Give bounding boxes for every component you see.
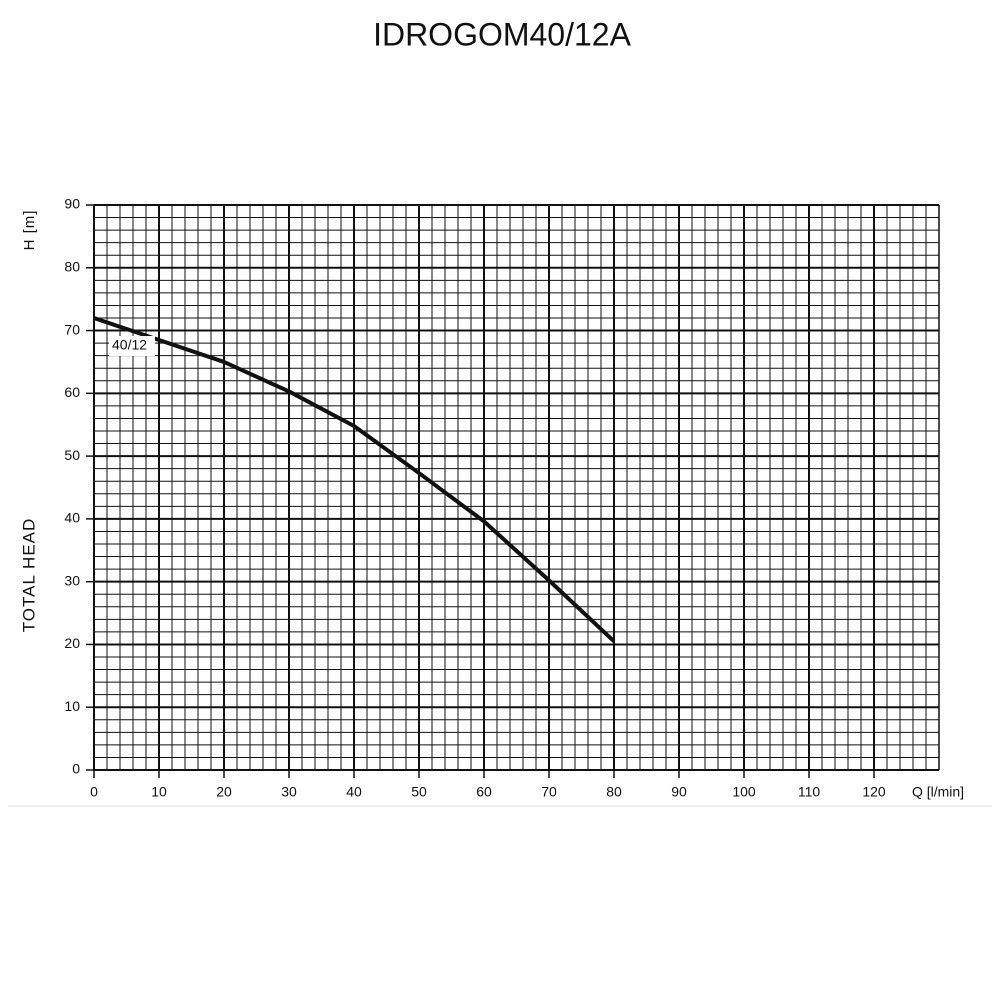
y-axis-label: TOTAL HEAD — [19, 518, 38, 633]
x-tick-label: 50 — [411, 784, 427, 800]
y-tick-label: 50 — [64, 447, 80, 463]
x-tick-label: 100 — [732, 784, 756, 800]
y-tick-label: 10 — [64, 698, 80, 714]
y-tick-label: 20 — [64, 635, 80, 651]
y-tick-label: 90 — [64, 196, 80, 212]
x-tick-label: 70 — [541, 784, 557, 800]
y-tick-label: 80 — [64, 258, 80, 274]
plot-area: 0 10 20 30 40 50 60 70 80 90 100 110 120 0 10 20 30 40 50 6… — [64, 196, 940, 800]
pump-curve — [93, 316, 616, 643]
x-tick-label: 30 — [281, 784, 297, 800]
curve-label-bg — [109, 336, 155, 356]
y-tick-label: 70 — [64, 321, 80, 337]
x-tick-label: 110 — [798, 784, 821, 800]
x-tick-label: 0 — [90, 784, 98, 800]
y-tick-label: 0 — [72, 761, 80, 777]
x-tick-label: 40 — [346, 784, 362, 800]
y-tick-label: 40 — [64, 510, 80, 526]
x-tick-label: 10 — [151, 784, 167, 800]
y-axis-unit: H [m] — [21, 210, 38, 251]
x-tick-label: 80 — [606, 784, 622, 800]
curve-label: 40/12 — [112, 337, 147, 353]
x-tick-label: 20 — [216, 784, 232, 800]
x-axis-label: Q [l/min] — [912, 784, 964, 800]
y-tick-label: 30 — [64, 572, 80, 588]
x-tick-label: 60 — [476, 784, 492, 800]
x-tick-label: 90 — [671, 784, 687, 800]
chart-title: IDROGOM40/12A — [373, 16, 632, 52]
x-tick-label: 120 — [862, 784, 886, 800]
y-tick-label: 60 — [64, 384, 80, 400]
